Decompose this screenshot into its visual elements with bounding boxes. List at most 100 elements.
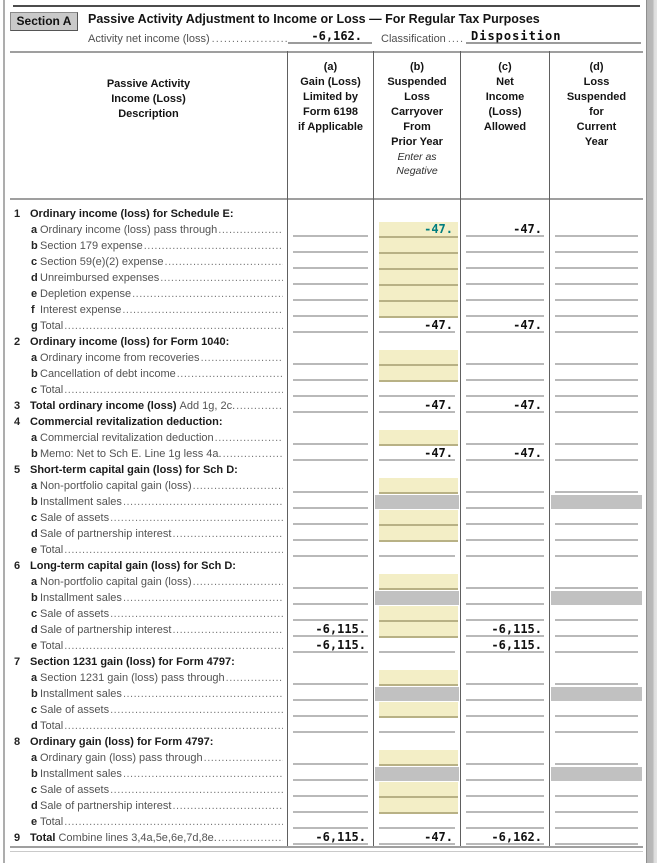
calc-field-1g-b	[379, 331, 455, 333]
cell-8a-b	[374, 750, 460, 766]
calc-field-4b-b	[379, 459, 455, 461]
cell-8d-c	[461, 798, 549, 814]
input-field-8d-b[interactable]	[379, 798, 458, 814]
blocked-field-6b-b	[375, 591, 459, 605]
cell-5e-d	[550, 542, 643, 558]
table-row-5: 5 Short-term capital gain (loss) for Sch …	[0, 462, 657, 478]
calc-field-5e-d	[555, 555, 638, 557]
row-label: Non-portfolio capital gain (loss)	[40, 576, 192, 588]
vertical-scrollbar[interactable]	[646, 0, 657, 863]
cell-7c-c	[461, 702, 549, 718]
cell-7b-b	[374, 686, 460, 702]
cell-2c-a	[288, 382, 373, 398]
table-row-1g: g Total..................................…	[0, 318, 657, 334]
calc-field-1e-d	[555, 299, 638, 301]
cell-6e-a: -6,115.	[288, 638, 373, 654]
calc-field-7c-d	[555, 715, 638, 717]
cell-1g-c: -47.	[461, 318, 549, 334]
dot-leader: ........................................…	[217, 832, 283, 844]
row-number: 1	[14, 208, 21, 220]
dot-leader: ........................................…	[218, 224, 283, 236]
row-label: Sale of partnership interest	[40, 800, 172, 812]
cell-8e-d	[550, 814, 643, 830]
row-description-4a: a Commercial revitalization deduction....…	[10, 430, 286, 446]
input-field-5a-b[interactable]	[379, 478, 458, 494]
row-description-7b: b Installment sales......................…	[10, 686, 286, 702]
row-number: e	[31, 288, 38, 300]
row-description-1e: e Depletion expense......................…	[10, 286, 286, 302]
cell-7c-a	[288, 702, 373, 718]
cell-2c-b	[374, 382, 460, 398]
dot-leader: ........................................…	[110, 784, 283, 796]
input-field-7a-b[interactable]	[379, 670, 458, 686]
cell-2a-d	[550, 350, 643, 366]
row-description-6a: a Non-portfolio capital gain (loss)......…	[10, 574, 286, 590]
row-label-bold: Ordinary gain (loss) for Form 4797:	[30, 736, 214, 748]
input-field-2b-b[interactable]	[379, 366, 458, 382]
row-number: e	[31, 816, 38, 828]
calc-field-8c-c	[466, 795, 544, 797]
dot-leader: ........................................…	[176, 368, 283, 380]
row-label: Section 179 expense	[40, 240, 143, 252]
row-description-1: 1 Ordinary income (loss) for Schedule E:	[10, 206, 286, 222]
cell-6a-a	[288, 574, 373, 590]
input-field-8a-b[interactable]	[379, 750, 458, 766]
row-label-bold: Total	[30, 832, 56, 844]
input-field-5c-b[interactable]	[379, 510, 458, 526]
column-divider-d	[549, 51, 550, 846]
input-field-2a-b[interactable]	[379, 350, 458, 366]
column-header-note: Negative	[396, 165, 438, 177]
cell-5c-d	[550, 510, 643, 526]
input-field-1b-b[interactable]	[379, 238, 458, 254]
row-label: Total	[40, 544, 64, 556]
calc-field-1c-c	[466, 267, 544, 269]
blocked-field-8b-b	[375, 767, 459, 781]
column-header-line: Income (Loss)	[111, 93, 186, 105]
input-field-1a-b[interactable]	[379, 222, 458, 238]
table-row-7c: c Sale of assets.........................…	[0, 702, 657, 718]
row-number: d	[31, 800, 38, 812]
cell-1e-b	[374, 286, 460, 302]
row-label: Total	[40, 384, 64, 396]
calc-field-7d-d	[555, 731, 638, 733]
cell-5a-d	[550, 478, 643, 494]
classification-label: Classification .........................…	[381, 32, 465, 46]
calc-field-8e-c	[466, 827, 544, 829]
calc-field-1a-d	[555, 235, 638, 237]
input-field-4a-b[interactable]	[379, 430, 458, 446]
row-label-bold: Section 1231 gain (loss) for Form 4797:	[30, 656, 235, 668]
table-row-2a: a Ordinary income from recoveries........…	[0, 350, 657, 366]
cell-5c-c	[461, 510, 549, 526]
cell-value-1g-c: -47.	[513, 318, 542, 332]
calc-field-5c-d	[555, 523, 638, 525]
row-description-1a: a Ordinary income (loss) pass through....…	[10, 222, 286, 238]
cell-7b-c	[461, 686, 549, 702]
input-field-6c-b[interactable]	[379, 606, 458, 622]
dot-leader: ........................................…	[200, 352, 283, 364]
table-top-rule	[10, 51, 643, 53]
row-number: d	[31, 720, 38, 732]
input-field-1c-b[interactable]	[379, 254, 458, 270]
input-field-5d-b[interactable]	[379, 526, 458, 542]
cell-7c-d	[550, 702, 643, 718]
row-number: d	[31, 272, 38, 284]
input-field-6d-b[interactable]	[379, 622, 458, 638]
dot-leader: ........................................…	[192, 480, 283, 492]
column-divider-a	[287, 51, 288, 846]
classification-value-field[interactable]: Disposition	[466, 28, 641, 44]
dot-leader: ........................................…	[122, 496, 283, 508]
row-description-6: 6 Long-term capital gain (loss) for Sch D…	[10, 558, 286, 574]
table-row-4a: a Commercial revitalization deduction....…	[0, 430, 657, 446]
input-field-1e-b[interactable]	[379, 286, 458, 302]
input-field-1d-b[interactable]	[379, 270, 458, 286]
dot-leader: ........................................…	[160, 272, 283, 284]
cell-5e-c	[461, 542, 549, 558]
cell-1c-b	[374, 254, 460, 270]
input-field-7c-b[interactable]	[379, 702, 458, 718]
input-field-1f-b[interactable]	[379, 302, 458, 318]
calc-field-9-c	[466, 843, 544, 845]
cell-8b-d	[550, 766, 643, 782]
calc-field-1c-d	[555, 267, 638, 269]
input-field-6a-b[interactable]	[379, 574, 458, 590]
input-field-8c-b[interactable]	[379, 782, 458, 798]
